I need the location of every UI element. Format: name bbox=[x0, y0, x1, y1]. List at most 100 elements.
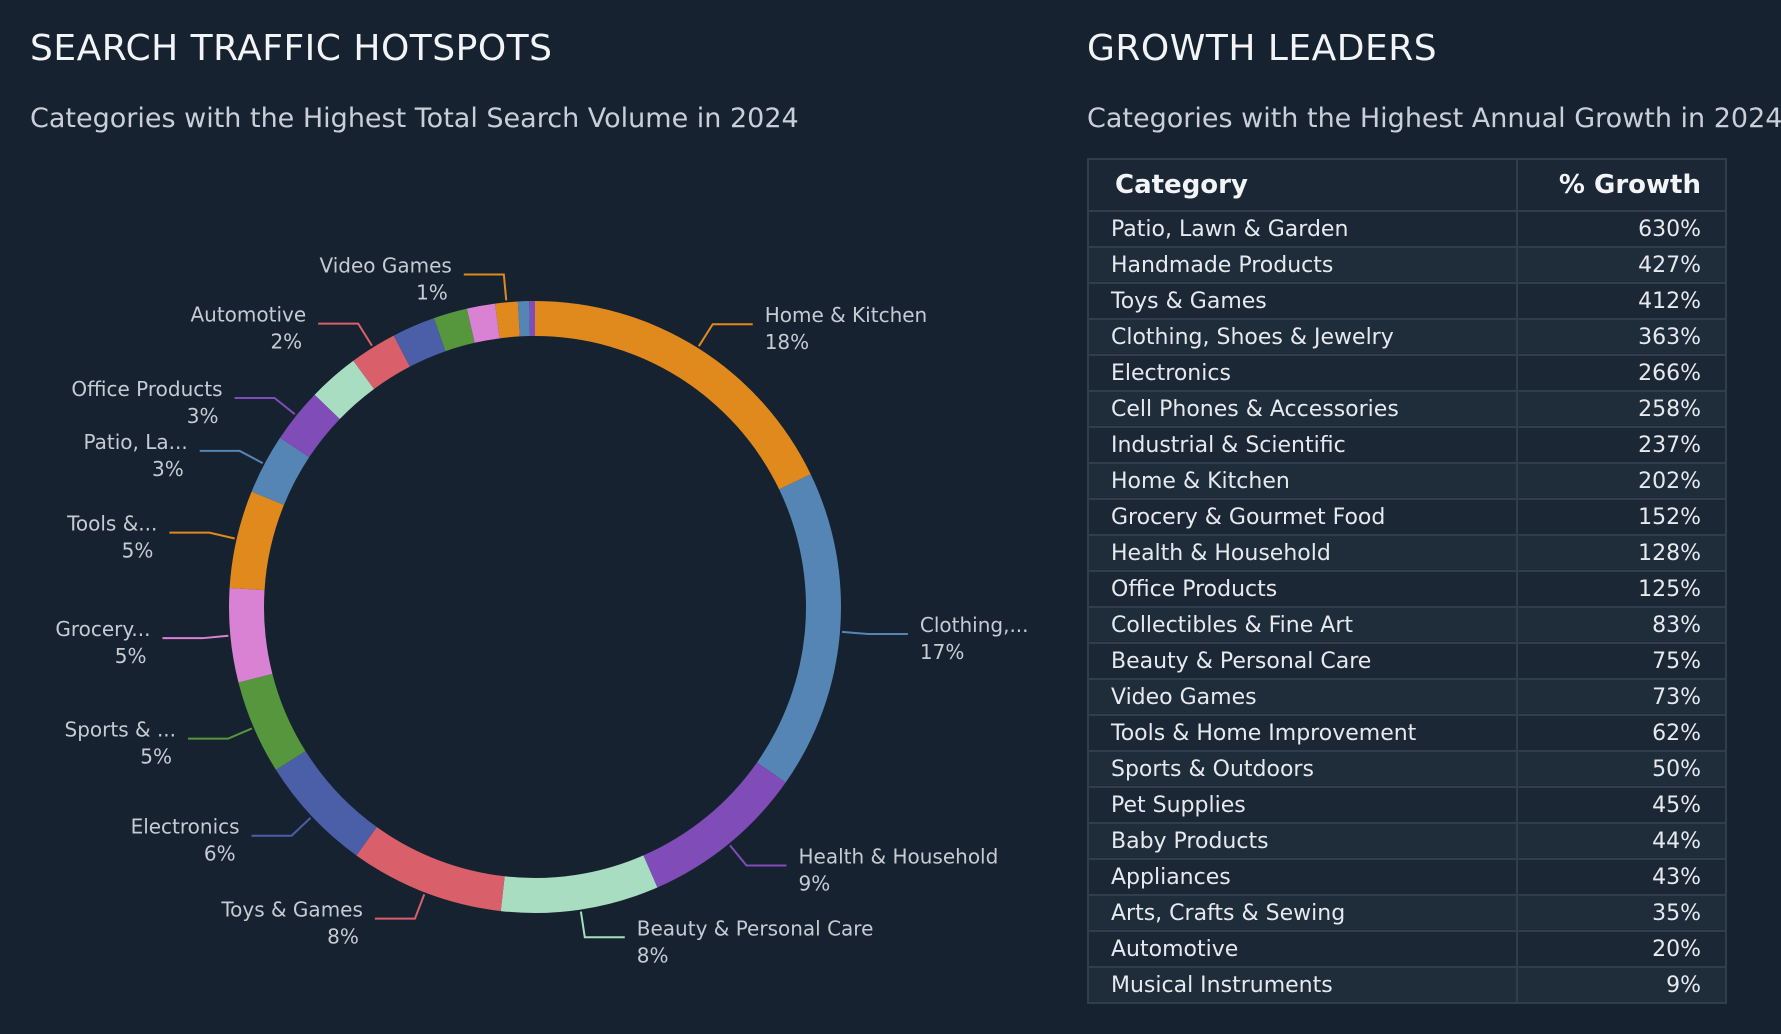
donut-slice[interactable] bbox=[280, 394, 340, 458]
category-cell: Toys & Games bbox=[1087, 282, 1518, 320]
table-row: Sports & Outdoors 50% bbox=[1087, 750, 1727, 788]
category-cell: Office Products bbox=[1087, 570, 1518, 608]
donut-slice[interactable] bbox=[495, 301, 520, 339]
growth-table-body: Patio, Lawn & Garden 630% Handmade Product… bbox=[1087, 210, 1727, 1004]
slice-percent-label: 5% bbox=[115, 644, 147, 668]
category-cell: Grocery & Gourmet Food bbox=[1087, 498, 1518, 536]
slice-label: Electronics bbox=[131, 815, 240, 839]
growth-cell: 83% bbox=[1516, 606, 1727, 644]
growth-cell: 237% bbox=[1516, 426, 1727, 464]
growth-cell: 152% bbox=[1516, 498, 1727, 536]
category-cell: Health & Household bbox=[1087, 534, 1518, 572]
category-cell: Tools & Home Improvement bbox=[1087, 714, 1518, 752]
donut-slice[interactable] bbox=[314, 360, 375, 419]
growth-cell: 20% bbox=[1516, 930, 1727, 968]
donut-slice[interactable] bbox=[756, 474, 842, 783]
growth-cell: 35% bbox=[1516, 894, 1727, 932]
slice-label: Home & Kitchen bbox=[765, 303, 928, 327]
search-traffic-title: SEARCH TRAFFIC HOTSPOTS bbox=[30, 28, 553, 69]
growth-leaders-subtitle: Categories with the Highest Annual Growt… bbox=[1087, 103, 1781, 134]
slice-percent-label: 2% bbox=[270, 330, 302, 354]
category-column-header[interactable]: Category bbox=[1087, 158, 1518, 212]
table-row: Video Games 73% bbox=[1087, 678, 1727, 716]
growth-cell: 258% bbox=[1516, 390, 1727, 428]
leader-line bbox=[463, 273, 508, 301]
table-row: Collectibles & Fine Art 83% bbox=[1087, 606, 1727, 644]
donut-slice[interactable] bbox=[229, 491, 284, 591]
donut-slice[interactable] bbox=[238, 673, 306, 770]
growth-leaders-title: GROWTH LEADERS bbox=[1087, 28, 1438, 69]
table-row: Health & Household 128% bbox=[1087, 534, 1727, 572]
slice-label: Grocery... bbox=[55, 617, 150, 641]
donut-slice[interactable] bbox=[393, 318, 446, 367]
leader-line bbox=[169, 531, 235, 540]
table-row: Automotive 20% bbox=[1087, 930, 1727, 968]
donut-slice[interactable] bbox=[517, 301, 530, 337]
category-cell: Industrial & Scientific bbox=[1087, 426, 1518, 464]
search-traffic-panel: SEARCH TRAFFIC HOTSPOTS Categories with … bbox=[30, 28, 1029, 967]
leader-line bbox=[579, 911, 625, 939]
table-row: Industrial & Scientific 237% bbox=[1087, 426, 1727, 464]
donut-slice[interactable] bbox=[535, 301, 811, 490]
growth-cell: 9% bbox=[1516, 966, 1727, 1004]
slice-percent-label: 5% bbox=[122, 539, 154, 563]
category-cell: Pet Supplies bbox=[1087, 786, 1518, 824]
donut-slice[interactable] bbox=[529, 301, 535, 337]
donut-slice[interactable] bbox=[275, 751, 377, 856]
leader-line bbox=[729, 844, 787, 867]
leader-line bbox=[841, 630, 908, 636]
donut-slice[interactable] bbox=[500, 855, 658, 913]
growth-cell: 363% bbox=[1516, 318, 1727, 356]
category-cell: Home & Kitchen bbox=[1087, 462, 1518, 500]
category-cell: Electronics bbox=[1087, 354, 1518, 392]
slice-percent-label: 6% bbox=[204, 842, 236, 866]
growth-cell: 125% bbox=[1516, 570, 1727, 608]
growth-cell: 44% bbox=[1516, 822, 1727, 860]
donut-slice[interactable] bbox=[643, 762, 786, 888]
category-cell: Video Games bbox=[1087, 678, 1518, 716]
slice-label: Video Games bbox=[319, 253, 451, 277]
leader-line bbox=[188, 727, 253, 740]
leader-line bbox=[251, 817, 312, 837]
donut-slice[interactable] bbox=[353, 335, 410, 389]
growth-cell: 128% bbox=[1516, 534, 1727, 572]
donut-slice[interactable] bbox=[356, 827, 505, 912]
growth-cell: 630% bbox=[1516, 210, 1727, 248]
table-row: Handmade Products 427% bbox=[1087, 246, 1727, 284]
search-traffic-subtitle: Categories with the Highest Total Search… bbox=[30, 103, 799, 134]
slice-label: Patio, La... bbox=[83, 430, 187, 454]
growth-column-header[interactable]: % Growth bbox=[1516, 158, 1727, 212]
growth-cell: 427% bbox=[1516, 246, 1727, 284]
donut-slice[interactable] bbox=[433, 308, 475, 352]
category-cell: Patio, Lawn & Garden bbox=[1087, 210, 1518, 248]
slice-label: Toys & Games bbox=[220, 898, 363, 922]
slice-percent-label: 17% bbox=[920, 640, 964, 664]
table-row: Baby Products 44% bbox=[1087, 822, 1727, 860]
donut-slice[interactable] bbox=[251, 437, 310, 505]
growth-cell: 266% bbox=[1516, 354, 1727, 392]
category-cell: Collectibles & Fine Art bbox=[1087, 606, 1518, 644]
leader-line bbox=[374, 894, 426, 920]
table-row: Patio, Lawn & Garden 630% bbox=[1087, 210, 1727, 248]
category-cell: Cell Phones & Accessories bbox=[1087, 390, 1518, 428]
category-cell: Appliances bbox=[1087, 858, 1518, 896]
growth-cell: 50% bbox=[1516, 750, 1727, 788]
growth-table: Category % Growth Patio, Lawn & Garden 63… bbox=[1087, 158, 1727, 1004]
donut-slice[interactable] bbox=[466, 303, 500, 343]
slice-label: Clothing,... bbox=[920, 613, 1029, 637]
growth-cell: 62% bbox=[1516, 714, 1727, 752]
donut-slice[interactable] bbox=[229, 587, 273, 683]
leader-line bbox=[199, 449, 264, 464]
leader-line bbox=[698, 323, 753, 347]
search-volume-donut-chart: Home & Kitchen 18% Clothing,... 17% Health &… bbox=[55, 253, 1029, 967]
slice-label: Sports & ... bbox=[65, 718, 177, 742]
category-cell: Handmade Products bbox=[1087, 246, 1518, 284]
slice-label: Health & Household bbox=[798, 845, 998, 869]
slice-percent-label: 8% bbox=[327, 925, 359, 949]
leader-line bbox=[318, 322, 373, 347]
slice-label: Office Products bbox=[71, 377, 222, 401]
slice-percent-label: 1% bbox=[416, 280, 448, 304]
growth-cell: 73% bbox=[1516, 678, 1727, 716]
slice-percent-label: 9% bbox=[798, 872, 830, 896]
category-cell: Sports & Outdoors bbox=[1087, 750, 1518, 788]
